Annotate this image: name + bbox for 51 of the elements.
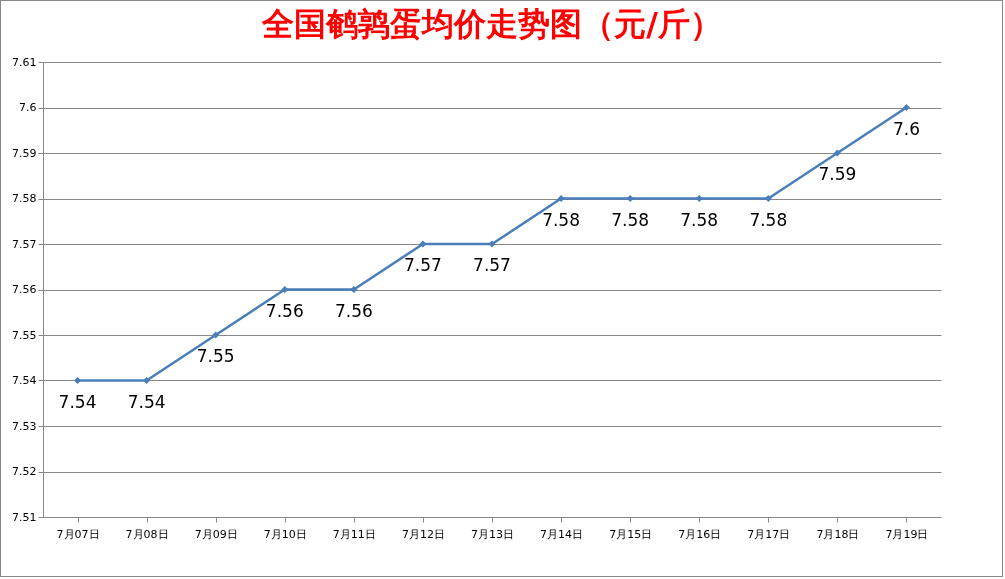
y-tick-label: 7.59 xyxy=(12,146,37,160)
data-label: 7.58 xyxy=(611,209,650,230)
x-tick-label: 7月14日 xyxy=(540,527,584,541)
y-tick-label: 7.55 xyxy=(12,328,37,342)
data-label: 7.57 xyxy=(473,255,511,275)
data-label: 7.6 xyxy=(892,118,920,139)
data-label: 7.55 xyxy=(196,346,235,366)
point xyxy=(281,285,289,294)
x-tick-label: 7月19日 xyxy=(885,527,929,541)
y-tick-label: 7.54 xyxy=(12,374,37,387)
data-label: 7.58 xyxy=(680,209,719,230)
y-tick-label: 7.6 xyxy=(19,101,37,114)
x-tick-label: 7月13日 xyxy=(471,527,514,541)
x-tick-label: 7月09日 xyxy=(194,527,238,541)
point xyxy=(488,240,496,248)
data-label: 7.54 xyxy=(58,391,97,412)
x-tick-label: 7月15日 xyxy=(609,527,653,541)
x-tick-label: 7月08日 xyxy=(125,527,169,541)
x-tick-label: 7月07日 xyxy=(56,527,100,541)
point xyxy=(74,376,82,385)
data-label: 7.58 xyxy=(749,209,788,230)
x-tick-label: 7月11日 xyxy=(332,527,376,541)
point xyxy=(212,331,220,339)
point xyxy=(350,285,358,294)
point xyxy=(626,194,634,203)
point xyxy=(833,149,841,157)
point xyxy=(902,103,910,112)
data-label: 7.56 xyxy=(334,300,373,321)
point xyxy=(764,194,772,203)
x-tick-label: 7月10日 xyxy=(263,527,307,541)
data-label: 7.57 xyxy=(403,255,442,275)
y-tick-label: 7.57 xyxy=(12,237,37,251)
data-label: 7.54 xyxy=(127,391,166,412)
chart-title: 全国鹌鹑蛋均价走势图（元/斤） xyxy=(261,5,722,43)
y-tick-label: 7.56 xyxy=(12,283,37,296)
y-tick-label: 7.58 xyxy=(12,192,37,205)
data-label: 7.59 xyxy=(818,164,857,184)
y-tick-label: 7.51 xyxy=(12,510,37,524)
data-label: 7.58 xyxy=(542,209,581,230)
data-label: 7.56 xyxy=(265,300,304,321)
x-tick-label: 7月18日 xyxy=(816,527,860,541)
point xyxy=(419,240,427,248)
y-tick-label: 7.61 xyxy=(12,55,37,69)
x-tick-label: 7月12日 xyxy=(401,527,445,541)
point xyxy=(143,376,151,385)
point xyxy=(695,194,703,203)
x-tick-label: 7月17日 xyxy=(747,527,791,541)
y-tick-label: 7.53 xyxy=(12,419,37,433)
x-tick-label: 7月16日 xyxy=(678,527,722,541)
point xyxy=(557,194,565,203)
y-tick-label: 7.52 xyxy=(12,465,37,478)
